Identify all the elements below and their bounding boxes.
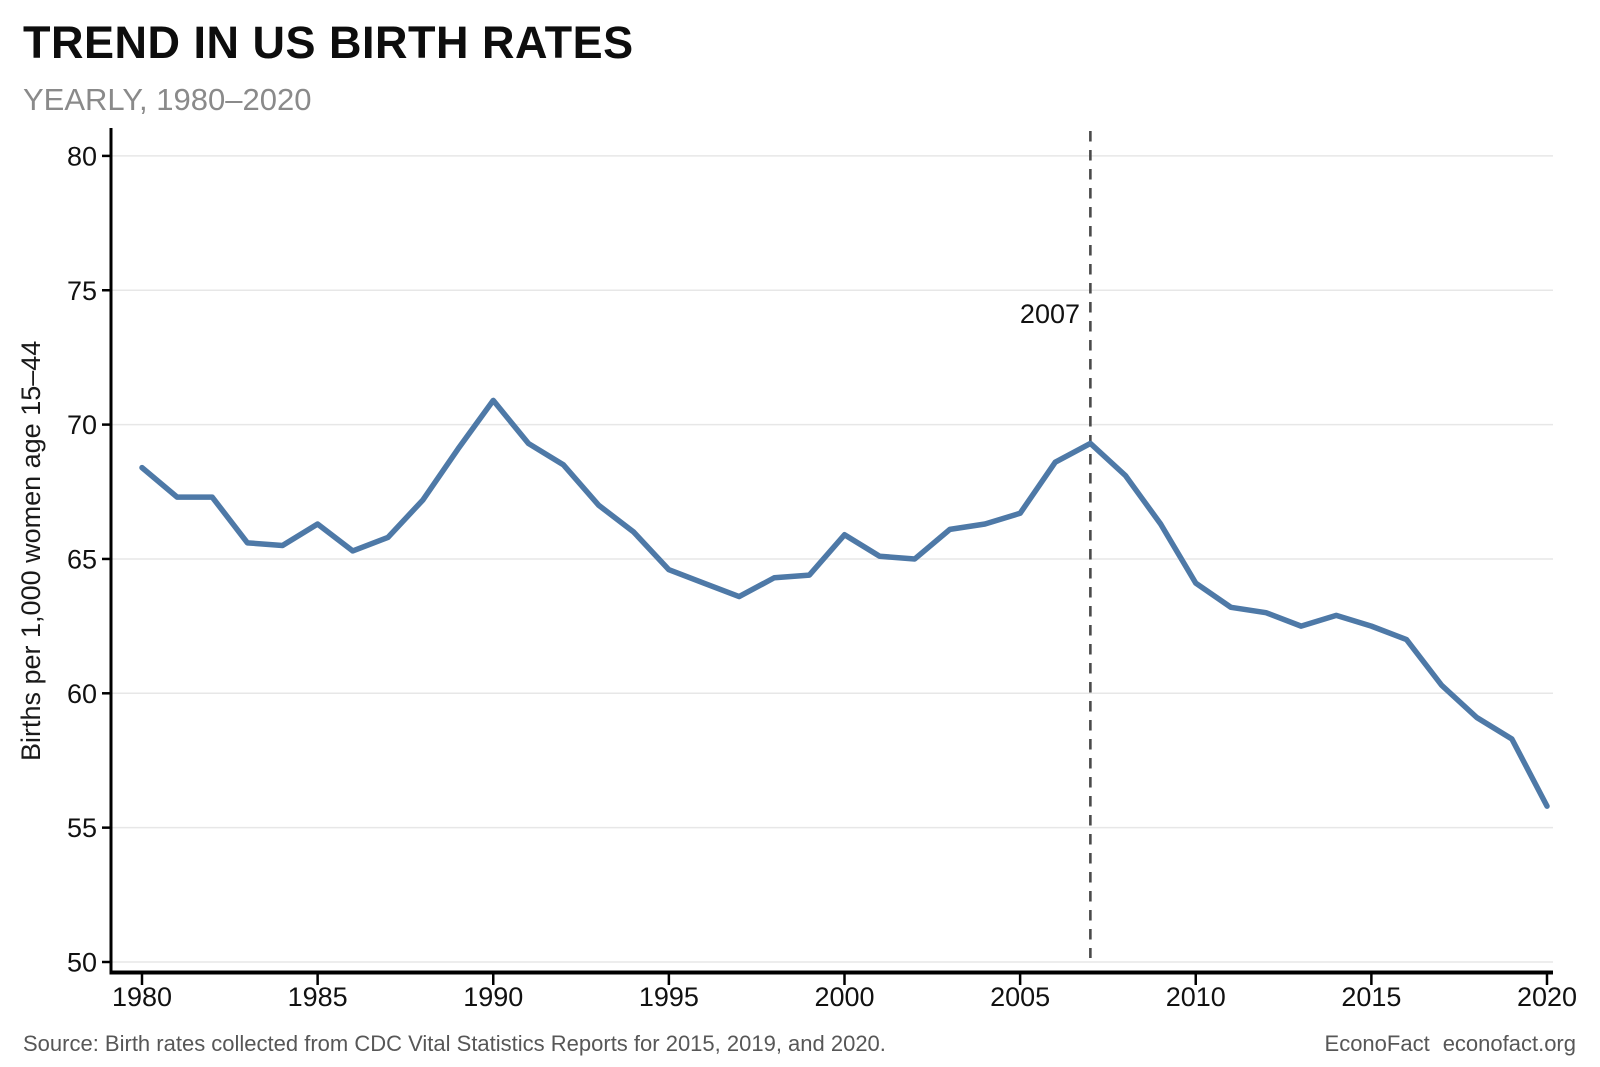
x-tick-label-1990: 1990 [463,982,523,1012]
y-tick-label-55: 55 [67,813,97,843]
y-tick-label-70: 70 [67,410,97,440]
y-tick-label-60: 60 [67,679,97,709]
x-tick-label-2020: 2020 [1517,982,1577,1012]
brand-name: EconoFact [1324,1031,1430,1056]
x-tick-label-2010: 2010 [1166,982,1226,1012]
brand-url: econofact.org [1442,1031,1576,1056]
y-tick-label-50: 50 [67,948,97,978]
chart-title: TREND IN US BIRTH RATES [23,17,634,68]
x-tick-label-1985: 1985 [288,982,348,1012]
x-tick-label-2000: 2000 [814,982,874,1012]
y-tick-label-80: 80 [67,141,97,171]
x-tick-label-1995: 1995 [639,982,699,1012]
chart-subtitle: YEARLY, 1980–2020 [23,82,312,117]
source-note: Source: Birth rates collected from CDC V… [23,1031,886,1056]
x-tick-label-1980: 1980 [112,982,172,1012]
brand: EconoFact econofact.org [1325,1031,1576,1057]
x-tick-label-2005: 2005 [990,982,1050,1012]
y-tick-label-75: 75 [67,276,97,306]
annotation-2007-label: 2007 [1019,299,1080,329]
x-tick-label-2015: 2015 [1341,982,1401,1012]
y-tick-label-65: 65 [67,544,97,574]
series-line-birth-rate [139,397,1550,809]
